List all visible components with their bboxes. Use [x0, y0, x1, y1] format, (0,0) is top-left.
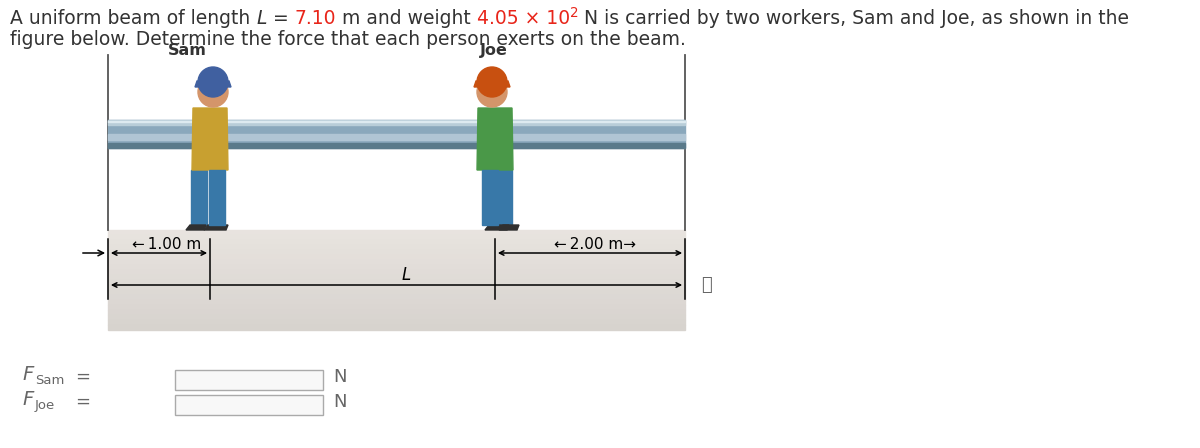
Polygon shape — [108, 255, 685, 260]
Polygon shape — [108, 310, 685, 315]
Polygon shape — [108, 285, 685, 290]
Text: =: = — [74, 393, 90, 411]
Polygon shape — [485, 225, 509, 230]
Text: ← 1.00 m: ← 1.00 m — [132, 237, 202, 252]
Text: A uniform beam of length: A uniform beam of length — [10, 9, 257, 28]
Polygon shape — [108, 320, 685, 325]
Polygon shape — [108, 250, 685, 255]
Text: F: F — [22, 365, 34, 383]
Text: ← 2.00 m→: ← 2.00 m→ — [554, 237, 636, 252]
Polygon shape — [108, 305, 685, 310]
Polygon shape — [209, 170, 226, 225]
Polygon shape — [191, 170, 208, 225]
Polygon shape — [186, 225, 206, 230]
Polygon shape — [108, 270, 685, 275]
Polygon shape — [496, 170, 512, 225]
Polygon shape — [478, 108, 514, 170]
Text: ⓘ: ⓘ — [702, 276, 713, 294]
Circle shape — [198, 77, 228, 107]
Text: =: = — [74, 368, 90, 386]
Polygon shape — [108, 295, 685, 300]
Polygon shape — [474, 81, 510, 87]
Text: 2: 2 — [570, 6, 578, 20]
Polygon shape — [192, 108, 228, 170]
Text: L: L — [402, 266, 412, 284]
Polygon shape — [108, 260, 685, 265]
Polygon shape — [108, 300, 685, 305]
Polygon shape — [108, 121, 685, 122]
Text: m and weight: m and weight — [336, 9, 476, 28]
Text: 4.05 × 10: 4.05 × 10 — [476, 9, 570, 28]
FancyBboxPatch shape — [175, 395, 323, 415]
Polygon shape — [108, 120, 685, 148]
Polygon shape — [108, 134, 685, 140]
Text: N is carried by two workers, Sam and Joe, as shown in the: N is carried by two workers, Sam and Joe… — [578, 9, 1129, 28]
Polygon shape — [194, 81, 230, 87]
Polygon shape — [108, 143, 685, 148]
Text: Sam: Sam — [35, 374, 65, 387]
Polygon shape — [499, 225, 520, 230]
Circle shape — [198, 67, 228, 97]
Polygon shape — [108, 290, 685, 295]
Circle shape — [478, 67, 508, 97]
Polygon shape — [108, 245, 685, 250]
Circle shape — [478, 77, 508, 107]
Polygon shape — [482, 170, 498, 225]
Polygon shape — [108, 275, 685, 280]
Polygon shape — [108, 280, 685, 285]
Polygon shape — [108, 235, 685, 240]
Polygon shape — [108, 265, 685, 270]
Text: figure below. Determine the force that each person exerts on the beam.: figure below. Determine the force that e… — [10, 30, 686, 49]
Text: Joe: Joe — [480, 43, 508, 58]
Text: N: N — [334, 393, 347, 411]
Text: 7.10: 7.10 — [294, 9, 336, 28]
Text: L: L — [257, 9, 266, 28]
Text: Joe: Joe — [35, 399, 55, 412]
Text: N: N — [334, 368, 347, 386]
FancyBboxPatch shape — [175, 370, 323, 390]
Text: =: = — [266, 9, 294, 28]
Text: F: F — [22, 389, 34, 409]
Polygon shape — [108, 240, 685, 245]
Polygon shape — [108, 230, 685, 235]
Polygon shape — [108, 315, 685, 320]
Polygon shape — [108, 325, 685, 330]
Polygon shape — [108, 120, 685, 125]
Text: Sam: Sam — [168, 43, 206, 58]
Polygon shape — [204, 225, 228, 230]
